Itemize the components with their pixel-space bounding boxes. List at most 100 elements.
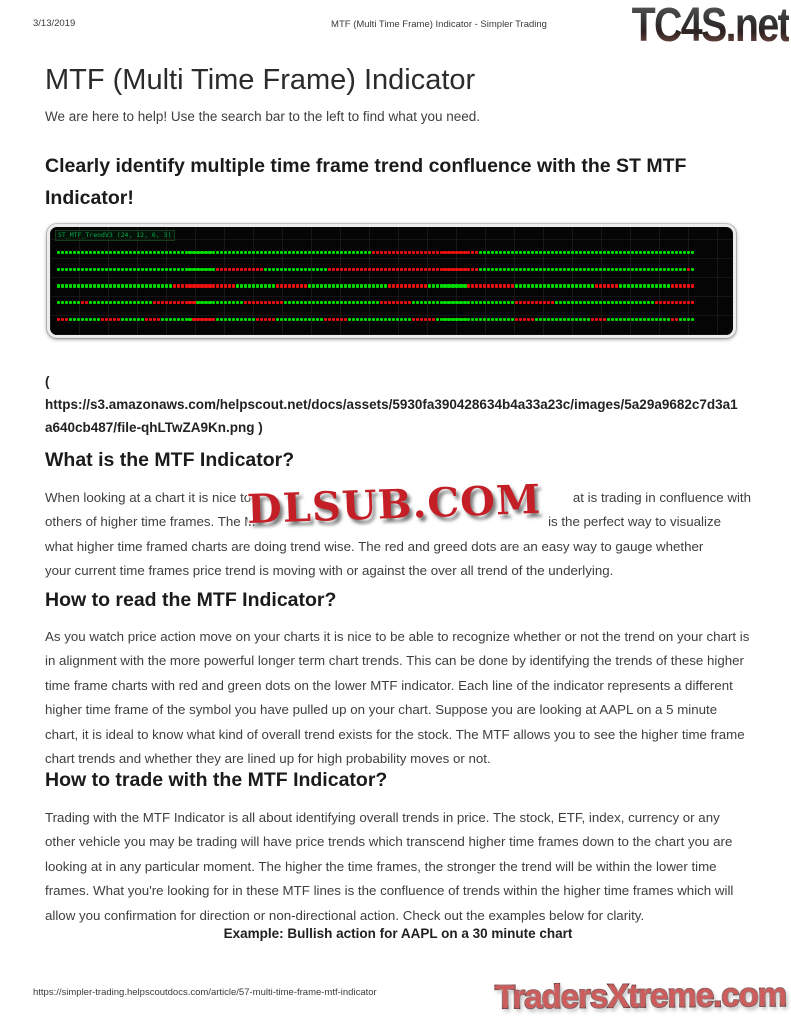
trend-dot [443, 267, 447, 271]
trend-dot [220, 267, 224, 271]
trend-dot [646, 284, 650, 288]
trend-dot [152, 267, 156, 271]
trend-dot [224, 284, 228, 288]
trend-dot [216, 284, 220, 288]
trend-dot [411, 301, 415, 305]
trend-dot [431, 251, 435, 255]
mtf-dot-row-1 [57, 251, 695, 255]
trend-dot [132, 301, 136, 305]
section-heading-how-to-trade: How to trade with the MTF Indicator? [45, 769, 388, 791]
trend-dot [555, 267, 559, 271]
trend-dot [479, 317, 483, 321]
trend-dot [535, 251, 539, 255]
trend-dot [300, 251, 304, 255]
trend-dot [531, 317, 535, 321]
trend-dot [511, 251, 515, 255]
trend-dot [272, 267, 276, 271]
trend-dot [407, 317, 411, 321]
tradersxtreme-logo-watermark: TradersXtreme.com [494, 975, 787, 1016]
trend-dot [343, 284, 347, 288]
trend-dot [268, 301, 272, 305]
trend-dot [535, 301, 539, 305]
trend-dot [471, 301, 475, 305]
trend-dot [590, 301, 594, 305]
trend-dot [539, 301, 543, 305]
trend-dot [72, 317, 77, 321]
trend-dot [606, 267, 610, 271]
trend-dot [678, 251, 682, 255]
trend-dot [539, 317, 543, 321]
trend-dot [88, 301, 92, 305]
trend-dot [447, 284, 451, 288]
trend-dot [92, 317, 96, 321]
print-date: 3/13/2019 [33, 18, 76, 29]
trend-dot [76, 284, 81, 288]
trend-dot [148, 317, 152, 321]
trend-dot [379, 317, 383, 321]
trend-dot [419, 267, 423, 271]
trend-dot [347, 284, 351, 288]
trend-dot [264, 267, 268, 271]
trend-dot [543, 317, 547, 321]
trend-dot [296, 284, 300, 288]
trend-dot [670, 317, 674, 321]
trend-dot [539, 251, 543, 255]
trend-dot [495, 301, 499, 305]
trend-dot [678, 267, 682, 271]
trend-dot [276, 251, 280, 255]
trend-dot [208, 301, 212, 305]
trend-dot [383, 284, 387, 288]
trend-dot [642, 267, 646, 271]
trend-dot [228, 251, 232, 255]
image-source-link[interactable]: ( https://s3.amazonaws.com/helpscout.net… [45, 371, 751, 439]
trend-dot [164, 251, 168, 255]
trend-dot [196, 267, 200, 271]
trend-dot [527, 267, 531, 271]
trend-dot [682, 284, 686, 288]
trend-dot [638, 301, 642, 305]
trend-dot [666, 317, 670, 321]
trend-dot [224, 301, 228, 305]
trend-dot [415, 317, 419, 321]
trend-dot [327, 251, 332, 255]
trend-dot [515, 251, 519, 255]
trend-dot [184, 267, 188, 271]
trend-dot [284, 284, 288, 288]
trend-dot [682, 251, 686, 255]
section-body-what-is: When looking at a chart it is nice to at … [45, 486, 751, 584]
trend-dot [439, 301, 443, 305]
trend-dot [507, 251, 511, 255]
trend-dot [144, 301, 148, 305]
trend-dot [427, 267, 431, 271]
trend-dot [686, 267, 690, 271]
line-fragment-right: is the perfect way to visualize [548, 514, 721, 530]
trend-dot [427, 301, 431, 305]
trend-dot [76, 317, 81, 321]
trend-dot [264, 251, 268, 255]
trend-dot [574, 301, 579, 305]
trend-dot [622, 284, 626, 288]
trend-dot [491, 251, 495, 255]
trend-dot [559, 317, 563, 321]
trend-dot [168, 251, 172, 255]
link-open-paren: ( [45, 374, 50, 389]
section-heading-how-to-read: How to read the MTF Indicator? [45, 589, 337, 611]
trend-dot [567, 301, 571, 305]
trend-dot [642, 284, 646, 288]
trend-dot [447, 267, 451, 271]
trend-dot [582, 251, 587, 255]
intro-text: We are here to help! Use the search bar … [45, 109, 481, 124]
trend-dot [88, 317, 92, 321]
trend-dot [80, 284, 84, 288]
trend-dot [650, 284, 654, 288]
trend-dot [523, 267, 527, 271]
trend-dot [212, 317, 216, 321]
trend-dot [451, 301, 455, 305]
trend-dot [192, 284, 196, 288]
trend-dot [535, 267, 539, 271]
trend-dot [519, 317, 523, 321]
trend-dot [335, 284, 339, 288]
trend-dot [236, 251, 240, 255]
trend-dot [375, 301, 379, 305]
trend-dot [491, 301, 495, 305]
